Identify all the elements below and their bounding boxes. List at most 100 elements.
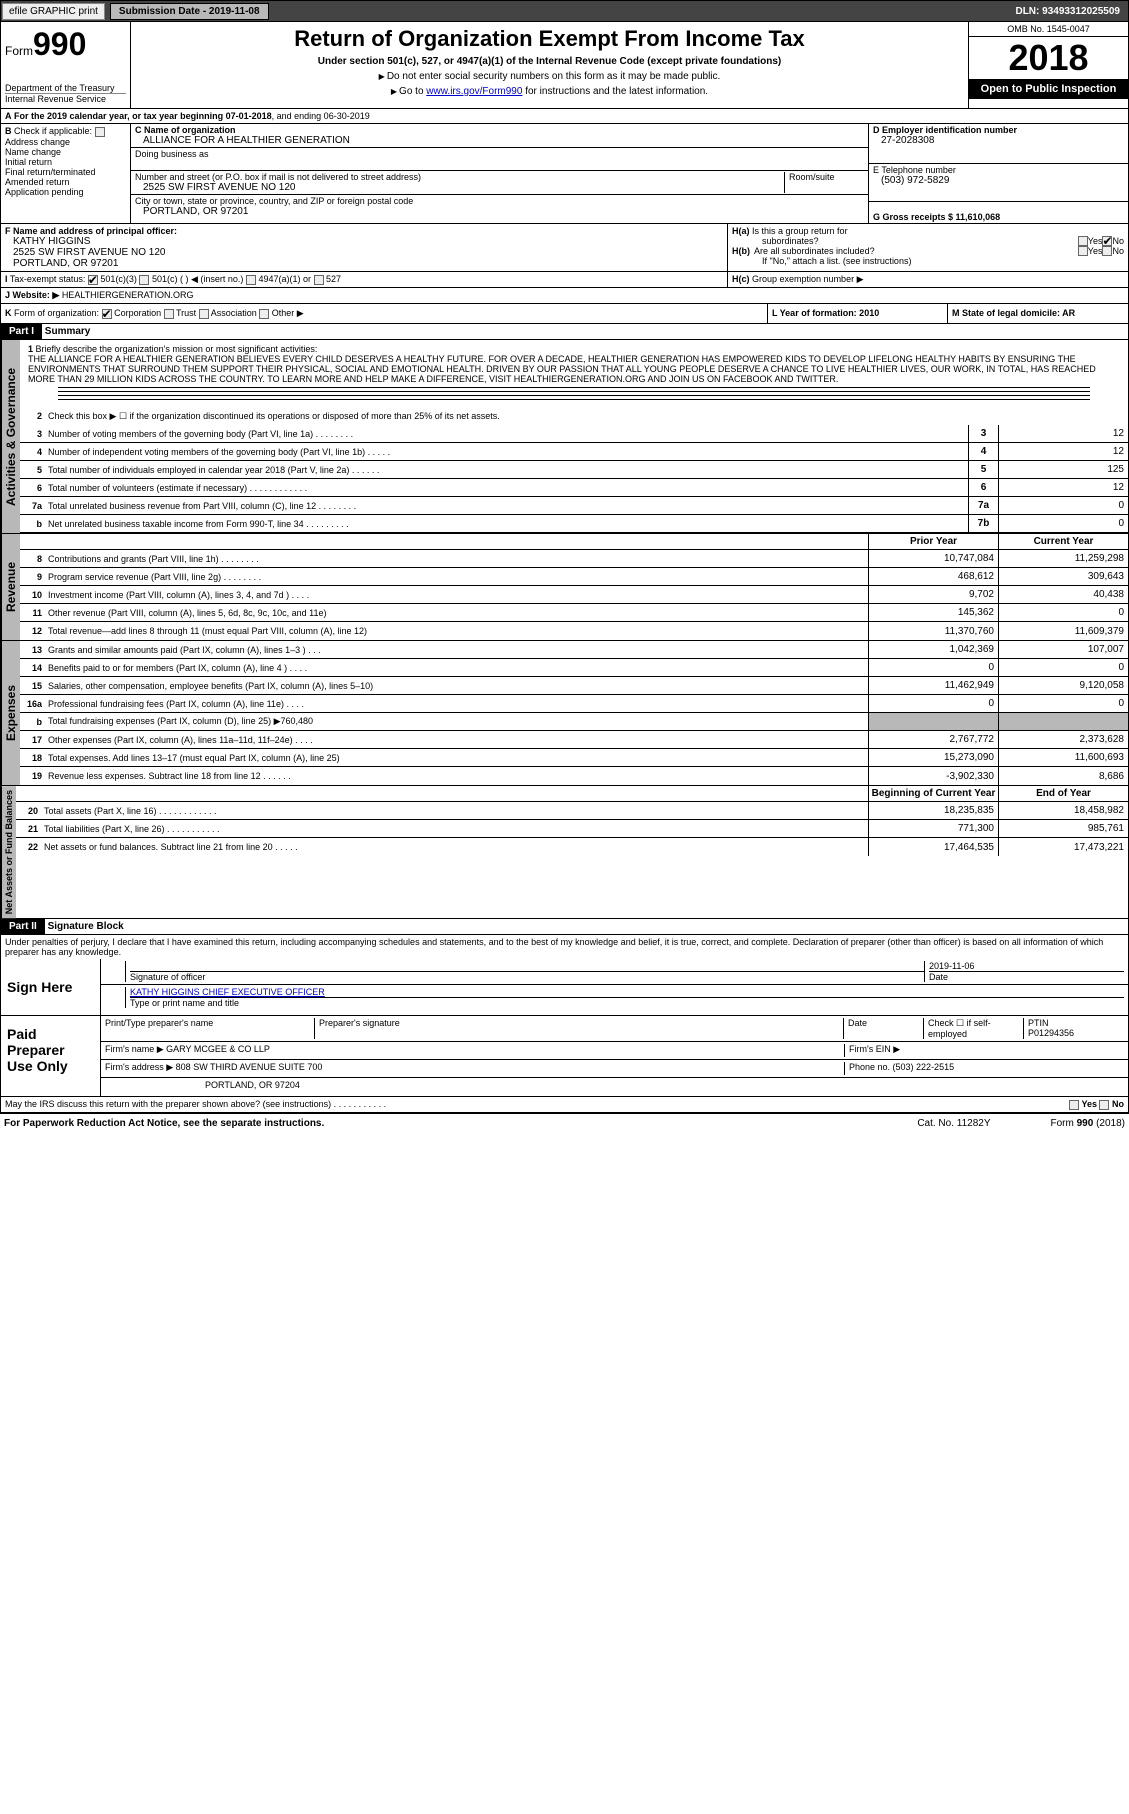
h-a: H(a) Is this a group return for xyxy=(732,226,1124,236)
preparer-date-hdr: Date xyxy=(844,1018,924,1039)
chk-501c[interactable] xyxy=(139,275,149,285)
irs-label: Internal Revenue Service xyxy=(5,93,126,104)
side-governance: Activities & Governance xyxy=(1,340,20,533)
form-subtitle: Under section 501(c), 527, or 4947(a)(1)… xyxy=(135,56,964,67)
b-opt: Initial return xyxy=(5,157,126,167)
g-label: G Gross receipts $ 11,610,068 xyxy=(873,212,1000,222)
addr-label: Number and street (or P.O. box if mail i… xyxy=(135,172,421,182)
dept-treasury: Department of the Treasury xyxy=(5,83,126,93)
mission-q: Briefly describe the organization's miss… xyxy=(36,344,318,354)
discuss: May the IRS discuss this return with the… xyxy=(1,1097,1065,1112)
section-b: B Check if applicable: Address change Na… xyxy=(1,124,131,223)
ha-no[interactable] xyxy=(1102,236,1112,246)
sig-date: 2019-11-06 xyxy=(929,961,1124,971)
ha-yes[interactable] xyxy=(1078,236,1088,246)
preparer-sig-hdr: Preparer's signature xyxy=(315,1018,844,1039)
k-label: Form of organization: xyxy=(14,308,99,318)
footer-cat: Cat. No. 11282Y xyxy=(917,1118,990,1129)
goto-note: Go to www.irs.gov/Form990 for instructio… xyxy=(135,86,964,97)
b-opt: Name change xyxy=(5,147,126,157)
preparer-name-hdr: Print/Type preparer's name xyxy=(105,1018,315,1039)
officer-city: PORTLAND, OR 97201 xyxy=(5,258,723,269)
firm-addr-label: Firm's address ▶ 808 SW THIRD AVENUE SUI… xyxy=(105,1062,844,1075)
j-label: Website: ▶ xyxy=(13,290,60,300)
org-name: ALLIANCE FOR A HEALTHIER GENERATION xyxy=(135,135,350,146)
chk-corp[interactable] xyxy=(102,309,112,319)
m-state: M State of legal domicile: AR xyxy=(948,304,1128,323)
sign-here-label: Sign Here xyxy=(1,959,101,1015)
mission-text: THE ALLIANCE FOR A HEALTHIER GENERATION … xyxy=(28,354,1096,384)
chk-other[interactable] xyxy=(259,309,269,319)
hdr-boy: Beginning of Current Year xyxy=(868,786,998,801)
irs-link[interactable]: www.irs.gov/Form990 xyxy=(426,86,522,97)
f-label: F Name and address of principal officer: xyxy=(5,226,723,236)
side-revenue: Revenue xyxy=(1,534,20,640)
form-header: Form990 Department of the Treasury Inter… xyxy=(0,22,1129,109)
hb-yes[interactable] xyxy=(1078,246,1088,256)
paid-label: Paid Preparer Use Only xyxy=(1,1016,101,1096)
h-note: If "No," attach a list. (see instruction… xyxy=(732,256,1124,266)
form-number: Form990 xyxy=(5,26,126,63)
side-net: Net Assets or Fund Balances xyxy=(1,786,16,918)
hdr-current: Current Year xyxy=(998,534,1128,549)
tax-year: 2018 xyxy=(969,37,1128,79)
officer-name: KATHY HIGGINS xyxy=(5,236,723,247)
discuss-no[interactable] xyxy=(1099,1100,1109,1110)
city-label: City or town, state or province, country… xyxy=(135,196,413,206)
l-year: L Year of formation: 2010 xyxy=(768,304,948,323)
officer-addr: 2525 SW FIRST AVENUE NO 120 xyxy=(5,247,723,258)
firm-phone: Phone no. (503) 222-2515 xyxy=(844,1062,1124,1075)
website: HEALTHIERGENERATION.ORG xyxy=(62,290,194,300)
c-label: C Name of organization xyxy=(135,125,236,135)
hdr-prior: Prior Year xyxy=(868,534,998,549)
e-label: E Telephone number xyxy=(873,165,956,175)
dba-label: Doing business as xyxy=(135,149,209,159)
row-a: A For the 2019 calendar year, or tax yea… xyxy=(0,109,1129,124)
dln: DLN: 93493312025509 xyxy=(1007,4,1128,19)
sig-name-label: Type or print name and title xyxy=(130,997,1124,1008)
form-title: Return of Organization Exempt From Incom… xyxy=(135,26,964,52)
self-employed: Check ☐ if self-employed xyxy=(924,1018,1024,1039)
part2-label: Part II xyxy=(1,919,45,934)
ptin: P01294356 xyxy=(1028,1028,1074,1038)
org-address: 2525 SW FIRST AVENUE NO 120 xyxy=(135,182,295,193)
chk-527[interactable] xyxy=(314,275,324,285)
part1-label: Part I xyxy=(1,324,42,339)
b-opt: Address change xyxy=(5,137,126,147)
sig-name: KATHY HIGGINS CHIEF EXECUTIVE OFFICER xyxy=(130,987,1124,997)
side-expenses: Expenses xyxy=(1,641,20,785)
hc-label: Group exemption number ▶ xyxy=(752,274,863,284)
firm-addr2: PORTLAND, OR 97204 xyxy=(105,1080,300,1094)
chk-4947[interactable] xyxy=(246,275,256,285)
submission-date: Submission Date - 2019-11-08 xyxy=(110,3,269,20)
org-city: PORTLAND, OR 97201 xyxy=(135,206,248,217)
chk-501c3[interactable] xyxy=(88,275,98,285)
chk-assoc[interactable] xyxy=(199,309,209,319)
b-opt: Amended return xyxy=(5,177,126,187)
d-label: D Employer identification number xyxy=(873,125,1017,135)
topbar: efile GRAPHIC print Submission Date - 20… xyxy=(0,0,1129,22)
chk-trust[interactable] xyxy=(164,309,174,319)
sig-date-label: Date xyxy=(929,971,1124,982)
sig-officer-label: Signature of officer xyxy=(130,971,924,982)
b-opt: Final return/terminated xyxy=(5,167,126,177)
ptin-label: PTIN xyxy=(1028,1018,1049,1028)
footer-form: Form 990 (2018) xyxy=(1051,1118,1125,1129)
chk-applicable[interactable] xyxy=(95,127,105,137)
part2-title: Signature Block xyxy=(48,921,124,932)
b-opt: Application pending xyxy=(5,187,126,197)
room-label: Room/suite xyxy=(789,172,835,182)
part1-title: Summary xyxy=(45,326,91,337)
efile-print-button[interactable]: efile GRAPHIC print xyxy=(2,3,105,20)
footer-left: For Paperwork Reduction Act Notice, see … xyxy=(4,1118,324,1129)
ein: 27-2028308 xyxy=(873,135,934,146)
omb-number: OMB No. 1545-0047 xyxy=(969,22,1128,37)
discuss-yes[interactable] xyxy=(1069,1100,1079,1110)
hdr-eoy: End of Year xyxy=(998,786,1128,801)
perjury: Under penalties of perjury, I declare th… xyxy=(0,935,1129,959)
firm-ein-label: Firm's EIN ▶ xyxy=(844,1044,1124,1057)
firm-name-label: Firm's name ▶ GARY MCGEE & CO LLP xyxy=(105,1044,844,1057)
open-inspection: Open to Public Inspection xyxy=(969,79,1128,99)
i-label: Tax-exempt status: xyxy=(10,274,86,284)
phone: (503) 972-5829 xyxy=(873,175,949,186)
